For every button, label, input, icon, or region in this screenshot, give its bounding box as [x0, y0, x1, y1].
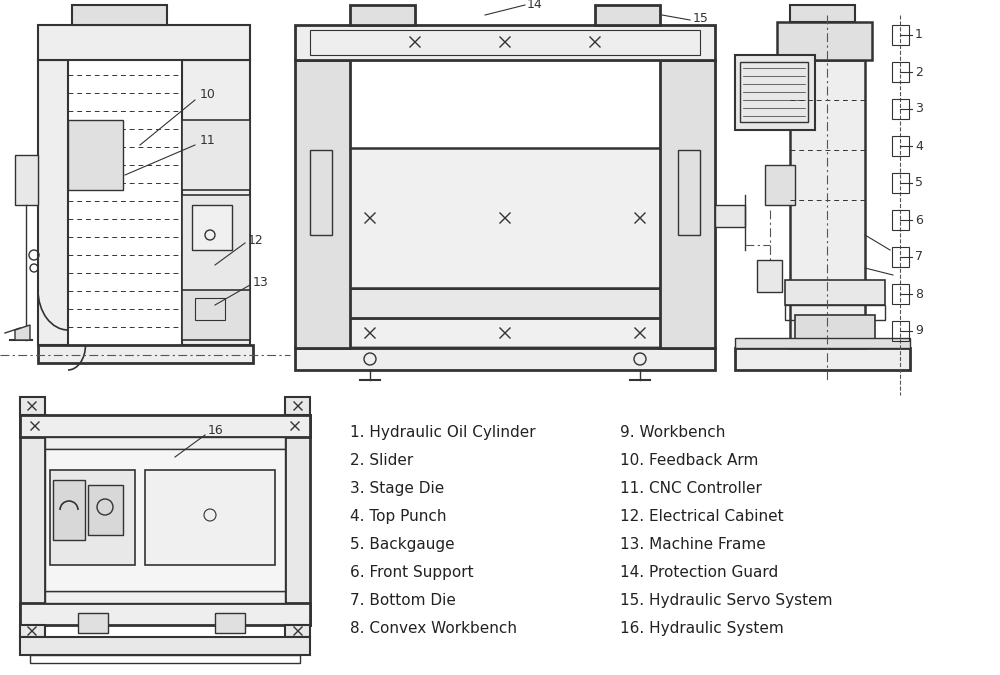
Bar	[182, 120, 250, 190]
Bar	[192, 205, 232, 250]
Bar	[295, 60, 350, 348]
Text: 16: 16	[208, 425, 224, 437]
Text: 7. Bottom Die: 7. Bottom Die	[350, 593, 456, 608]
Text: 6. Front Support: 6. Front Support	[350, 565, 474, 580]
Text: 15. Hydraulic Servo System: 15. Hydraulic Servo System	[620, 593, 832, 608]
Text: 10. Feedback Arm: 10. Feedback Arm	[620, 453, 758, 468]
Bar	[785, 305, 885, 320]
Text: 10: 10	[200, 88, 216, 101]
Bar	[892, 62, 909, 82]
Text: 11: 11	[200, 134, 216, 146]
Bar	[20, 603, 310, 625]
Bar	[735, 55, 815, 130]
Bar	[735, 348, 910, 370]
Bar	[20, 415, 45, 625]
Text: 15: 15	[693, 11, 709, 24]
Bar	[892, 173, 909, 193]
Bar	[765, 165, 795, 205]
Text: 9: 9	[915, 325, 923, 338]
Bar	[45, 591, 285, 603]
Text: 12: 12	[248, 234, 264, 246]
Text: 13: 13	[253, 275, 269, 288]
Bar	[795, 315, 875, 345]
Bar	[892, 25, 909, 45]
Bar	[20, 397, 45, 415]
Bar	[785, 280, 885, 305]
Bar	[595, 5, 660, 25]
Bar	[30, 655, 300, 663]
Bar	[740, 62, 808, 122]
Bar	[215, 613, 245, 633]
Text: 5. Backgauge: 5. Backgauge	[350, 537, 455, 552]
Text: 11. CNC Controller: 11. CNC Controller	[620, 481, 762, 496]
Bar	[68, 120, 123, 190]
Bar	[38, 60, 68, 345]
Bar	[285, 415, 310, 625]
Bar	[892, 321, 909, 341]
Text: 2. Slider: 2. Slider	[350, 453, 413, 468]
Bar	[182, 290, 250, 340]
Bar	[15, 155, 38, 205]
Bar	[777, 22, 872, 60]
Bar	[892, 99, 909, 119]
Bar	[300, 148, 710, 288]
Polygon shape	[300, 318, 710, 348]
Text: 14. Protection Guard: 14. Protection Guard	[620, 565, 778, 580]
Text: 9. Workbench: 9. Workbench	[620, 425, 725, 440]
Bar	[295, 25, 715, 60]
Bar	[892, 284, 909, 304]
Text: 12. Electrical Cabinet: 12. Electrical Cabinet	[620, 509, 784, 524]
Text: 8. Convex Workbench: 8. Convex Workbench	[350, 621, 517, 636]
Bar	[757, 260, 782, 292]
Text: 1. Hydraulic Oil Cylinder: 1. Hydraulic Oil Cylinder	[350, 425, 536, 440]
Text: 6: 6	[915, 213, 923, 227]
Bar	[310, 150, 332, 235]
Bar	[20, 415, 310, 437]
Bar	[715, 205, 745, 227]
Text: 2: 2	[915, 65, 923, 78]
Bar	[38, 25, 250, 60]
Text: 3: 3	[915, 103, 923, 115]
Bar	[38, 345, 253, 363]
Bar	[20, 637, 310, 655]
Bar	[285, 397, 310, 415]
Bar	[892, 210, 909, 230]
Bar	[45, 449, 285, 591]
Bar	[790, 5, 855, 22]
Text: 14: 14	[527, 0, 543, 11]
Bar	[310, 30, 700, 55]
Bar	[300, 288, 710, 318]
Bar	[892, 247, 909, 267]
Bar	[790, 60, 865, 348]
Bar	[195, 298, 225, 320]
Bar	[50, 470, 135, 565]
Bar	[45, 437, 285, 449]
Bar	[182, 195, 250, 295]
Bar	[285, 625, 310, 637]
Bar	[145, 470, 275, 565]
Bar	[660, 60, 715, 348]
Bar	[20, 625, 45, 637]
Text: 8: 8	[915, 288, 923, 300]
Text: 7: 7	[915, 250, 923, 263]
Bar	[72, 5, 167, 25]
Text: 13. Machine Frame: 13. Machine Frame	[620, 537, 766, 552]
Text: 1: 1	[915, 28, 923, 41]
Bar	[735, 338, 910, 348]
Bar	[53, 480, 85, 540]
Text: 5: 5	[915, 176, 923, 190]
Bar	[295, 348, 715, 370]
Text: 3. Stage Die: 3. Stage Die	[350, 481, 444, 496]
Text: 16. Hydraulic System: 16. Hydraulic System	[620, 621, 784, 636]
Polygon shape	[15, 325, 30, 340]
Bar	[78, 613, 108, 633]
Bar	[182, 60, 250, 345]
Bar	[678, 150, 700, 235]
Text: 4: 4	[915, 140, 923, 153]
Bar	[892, 136, 909, 156]
Bar	[88, 485, 123, 535]
Text: 4. Top Punch: 4. Top Punch	[350, 509, 446, 524]
Bar	[350, 5, 415, 25]
